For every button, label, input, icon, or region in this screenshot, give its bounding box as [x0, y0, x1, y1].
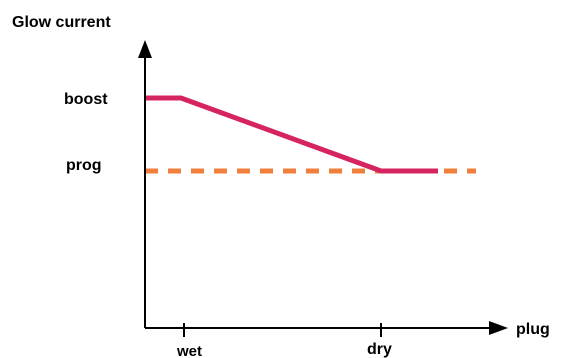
x-axis-arrow-icon [489, 321, 508, 335]
prog-level-label: prog [66, 157, 102, 174]
boost-solid-line [145, 95, 438, 174]
x-axis-title: plug [516, 321, 550, 338]
dry-marker-label: dry [367, 341, 392, 358]
y-axis-arrow-icon [138, 40, 152, 58]
boost-level-label: boost [64, 91, 108, 108]
y-axis-title: Glow current [12, 14, 111, 31]
wet-marker-label: wet [176, 343, 202, 358]
